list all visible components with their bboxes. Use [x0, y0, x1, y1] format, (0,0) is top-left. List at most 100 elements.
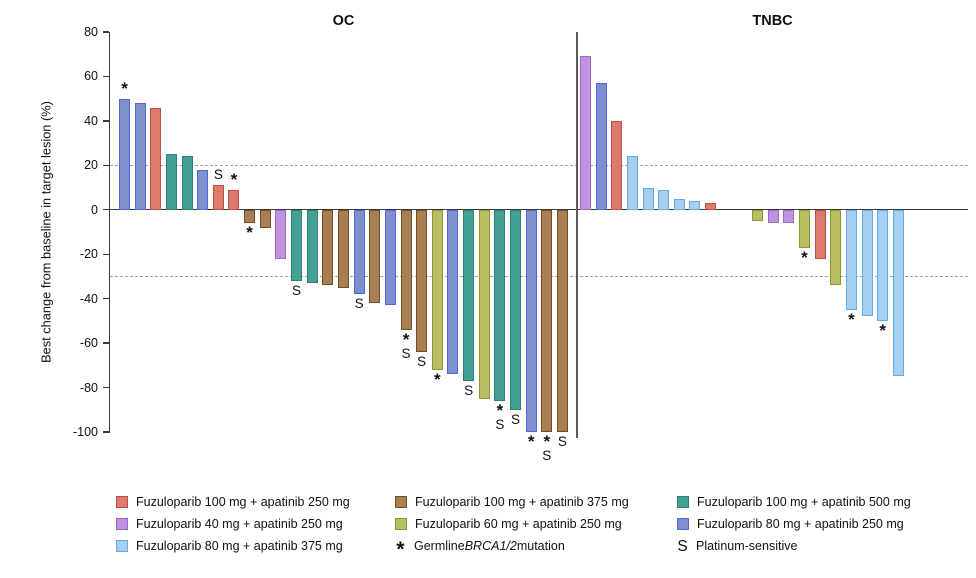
- y-tick: [103, 164, 109, 166]
- brca-mutation-mark: *: [848, 309, 855, 329]
- s-icon: S: [677, 537, 688, 555]
- platinum-sensitive-mark: S: [542, 448, 552, 463]
- y-tick: [103, 120, 109, 122]
- reference-line: [110, 276, 968, 278]
- y-tick-label: 80: [84, 25, 98, 39]
- platinum-sensitive-mark: S: [292, 282, 302, 298]
- brca-mutation-mark: *: [543, 432, 551, 451]
- y-axis-line: [108, 32, 110, 433]
- platinum-sensitive-mark: S: [213, 167, 223, 183]
- bar-oc-25: [494, 209, 506, 401]
- bar-tnbc-10: [752, 209, 764, 221]
- bar-tnbc-13: [798, 209, 810, 248]
- brca-mutation-mark: *: [527, 432, 535, 451]
- panel-title-tnbc: TNBC: [752, 13, 793, 29]
- bar-tnbc-17: [861, 209, 873, 317]
- platinum-sensitive-mark: S: [495, 416, 505, 432]
- bar-oc-19: [400, 209, 412, 330]
- legend-item-star-marker: * Germline BRCA1/2 mutation: [396, 538, 565, 561]
- platinum-sensitive-mark: S: [401, 345, 411, 361]
- bar-oc-13: [306, 209, 318, 284]
- platinum-sensitive-mark: S: [354, 296, 364, 312]
- brca-mutation-mark: *: [246, 223, 253, 243]
- platinum-sensitive-mark: S: [510, 411, 521, 427]
- bar-oc-6: [197, 169, 209, 210]
- legend-swatch: [116, 518, 128, 530]
- panel-title-oc: OC: [332, 13, 355, 29]
- panel-separator: [576, 32, 578, 438]
- brca-mutation-mark: *: [433, 369, 441, 389]
- bar-oc-23: [463, 209, 475, 381]
- legend-swatch: [116, 540, 128, 552]
- bar-oc-18: [384, 209, 396, 306]
- zero-line: [110, 209, 968, 211]
- bar-tnbc-16: [845, 209, 857, 310]
- legend-item-fz100_ap500: Fuzuloparib 100 mg + apatinib 500 mg: [677, 494, 911, 510]
- bar-oc-28: [541, 209, 553, 432]
- legend-swatch: [395, 518, 407, 530]
- bar-oc-27: [525, 209, 537, 432]
- bar-oc-16: [353, 209, 365, 295]
- y-tick-label: -20: [79, 247, 98, 262]
- bar-tnbc-14: [814, 209, 826, 259]
- bar-oc-29: [556, 209, 568, 432]
- bar-tnbc-3: [611, 120, 623, 210]
- y-tick: [103, 298, 109, 300]
- y-tick: [103, 31, 109, 33]
- legend-item-fz80_ap250: Fuzuloparib 80 mg + apatinib 250 mg: [677, 516, 904, 532]
- bar-tnbc-12: [783, 209, 795, 224]
- bar-tnbc-6: [658, 189, 670, 210]
- bar-oc-21: [431, 209, 443, 370]
- y-tick-label: 40: [84, 113, 98, 128]
- bar-tnbc-18: [877, 209, 889, 321]
- bar-oc-4: [165, 154, 177, 210]
- legend-swatch: [677, 518, 689, 530]
- bar-oc-1: [119, 98, 130, 210]
- bar-oc-5: [181, 156, 193, 210]
- bar-tnbc-19: [892, 209, 904, 377]
- bar-oc-11: [275, 209, 287, 259]
- bar-tnbc-4: [626, 156, 638, 210]
- y-tick-label: 0: [91, 202, 98, 217]
- bar-oc-2: [134, 103, 146, 210]
- legend-item-fz100_ap250: Fuzuloparib 100 mg + apatinib 250 mg: [116, 494, 350, 510]
- brca-mutation-mark: *: [879, 320, 886, 340]
- y-tick: [103, 386, 109, 389]
- y-tick-label: 20: [84, 158, 98, 173]
- legend-swatch: [677, 496, 689, 508]
- bar-tnbc-7: [673, 198, 685, 210]
- y-tick-label: -40: [79, 291, 98, 306]
- y-tick: [103, 209, 109, 211]
- bar-tnbc-11: [767, 209, 779, 224]
- y-tick-label: -60: [79, 336, 98, 351]
- y-tick: [103, 253, 109, 255]
- bar-oc-12: [291, 209, 303, 281]
- bar-tnbc-9: [705, 203, 717, 210]
- bar-oc-10: [259, 209, 271, 228]
- bar-oc-26: [510, 209, 521, 410]
- reference-line: [110, 165, 968, 167]
- bar-oc-9: [244, 209, 256, 224]
- bar-tnbc-5: [642, 187, 654, 210]
- y-tick-label: -100: [72, 425, 98, 439]
- bar-oc-22: [447, 209, 459, 375]
- legend-item-s-marker: S Platinum-sensitive: [677, 537, 798, 555]
- bar-tnbc-2: [595, 83, 607, 210]
- bar-oc-20: [416, 209, 428, 352]
- platinum-sensitive-mark: S: [464, 382, 474, 398]
- bar-tnbc-15: [830, 209, 842, 286]
- brca-mutation-mark: *: [230, 169, 238, 189]
- legend-item-fz60_ap250: Fuzuloparib 60 mg + apatinib 250 mg: [395, 516, 622, 532]
- y-tick: [103, 431, 109, 433]
- legend-swatch: [116, 496, 128, 508]
- bar-oc-15: [337, 209, 349, 288]
- bar-tnbc-8: [689, 200, 701, 210]
- bar-tnbc-1: [580, 56, 591, 210]
- bar-oc-3: [150, 107, 162, 210]
- y-tick: [103, 342, 109, 344]
- y-axis-label: Best change from baseline in target lesi…: [38, 101, 54, 363]
- y-tick: [103, 75, 109, 78]
- bar-oc-8: [228, 189, 240, 210]
- brca-mutation-mark: *: [496, 400, 504, 420]
